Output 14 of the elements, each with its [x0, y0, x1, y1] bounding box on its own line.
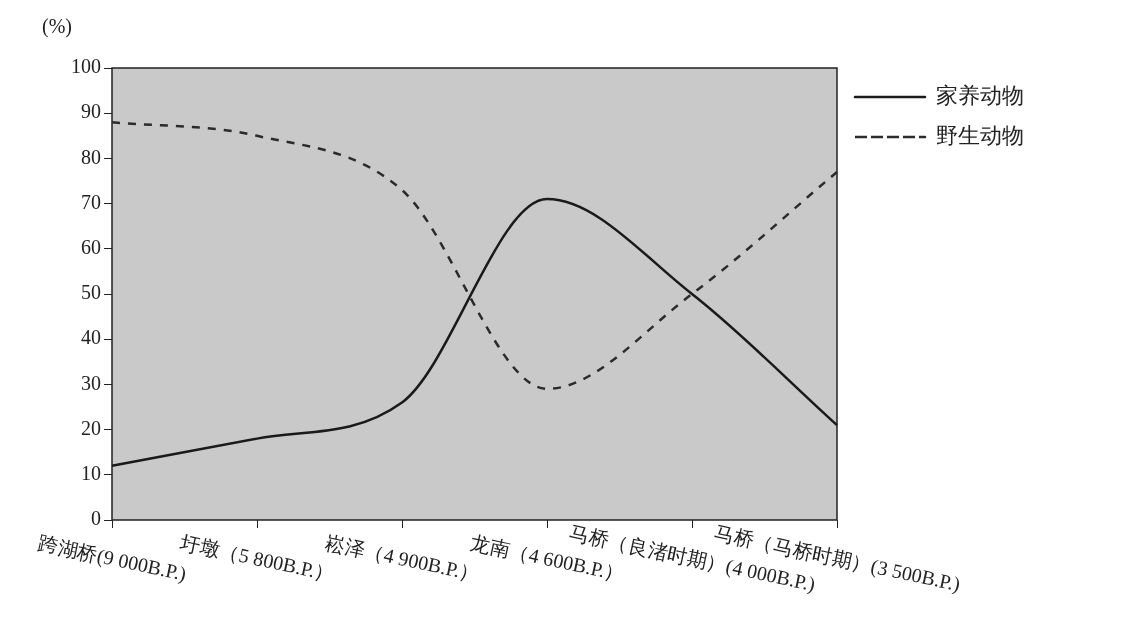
y-tick-label: 30 [81, 371, 101, 394]
y-tick-label: 100 [71, 55, 101, 78]
y-tick-label: 10 [81, 462, 101, 485]
y-tick-label: 40 [81, 326, 101, 349]
y-tick-label: 20 [81, 416, 101, 439]
y-tick-label: 0 [91, 507, 101, 530]
y-tick-label: 50 [81, 281, 101, 304]
y-tick-label: 70 [81, 190, 101, 213]
legend-label: 野生动物 [936, 122, 1024, 148]
y-tick-label: 90 [81, 100, 101, 123]
legend-label: 家养动物 [936, 82, 1024, 108]
y-axis-title: (%) [42, 15, 72, 39]
y-tick-label: 80 [81, 145, 101, 168]
y-tick-label: 60 [81, 236, 101, 259]
